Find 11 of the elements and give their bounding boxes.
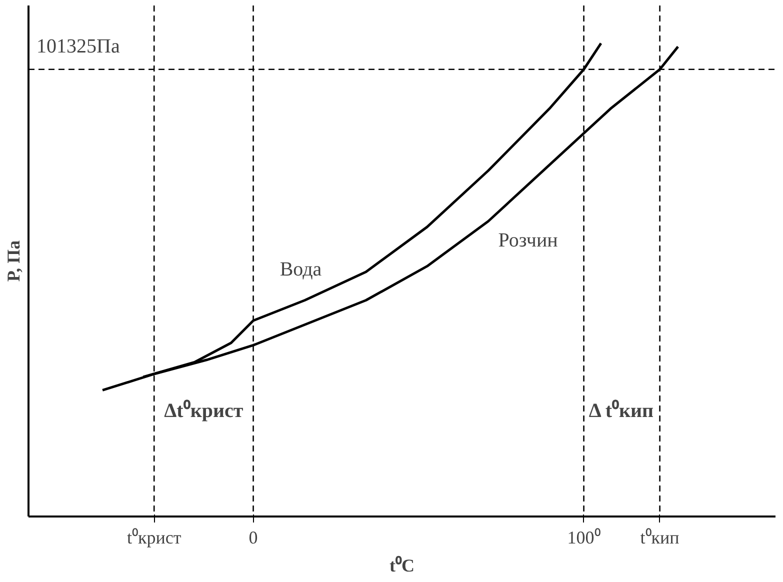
series-label: Розчин <box>498 229 558 252</box>
x-tick-label: 100⁰ <box>567 528 600 548</box>
annotation: Δt⁰крист <box>164 398 244 422</box>
ref-line-label: 101325Па <box>36 35 120 58</box>
x-tick-label: t⁰кип <box>640 528 680 548</box>
x-tick-label: 0 <box>248 528 258 548</box>
y-axis-title: P, Па <box>4 240 24 282</box>
x-tick-label: t⁰крист <box>126 528 182 548</box>
annotation: Δ t⁰кип <box>588 398 654 422</box>
x-axis-title: t⁰C <box>390 556 415 576</box>
series-label: Вода <box>280 258 322 280</box>
